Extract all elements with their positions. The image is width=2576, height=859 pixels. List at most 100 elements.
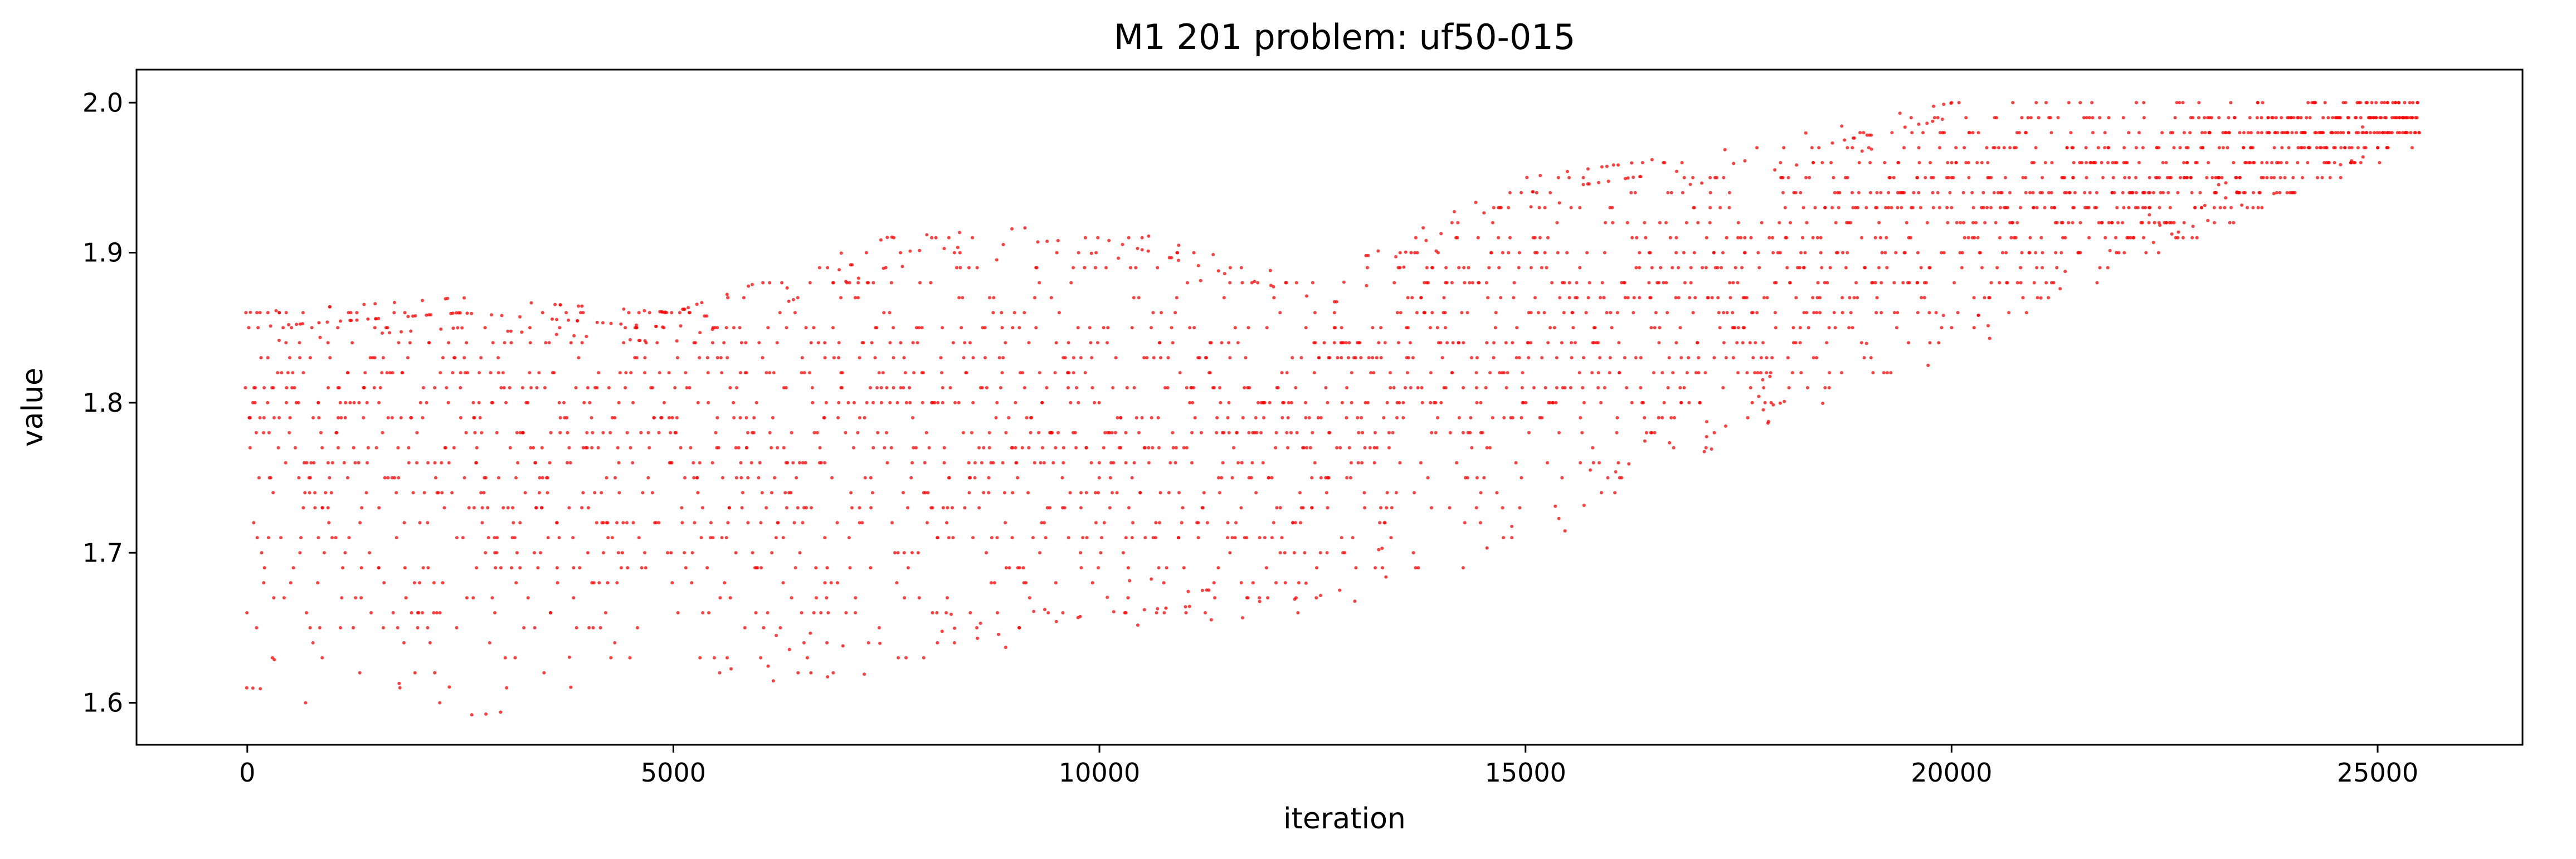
data-point [338,401,342,404]
data-point [515,551,519,555]
data-point [646,476,650,480]
data-point [784,386,788,389]
data-point [1815,296,1819,300]
data-point [947,236,951,240]
data-point [963,341,967,345]
data-point [1520,476,1523,480]
data-point [1517,356,1521,360]
data-point [2233,116,2236,120]
data-point [1950,206,1954,209]
data-point [526,401,530,404]
data-point [569,685,573,689]
data-point [1392,281,1396,285]
data-point [698,331,702,335]
data-point [2173,116,2177,120]
data-point [2052,206,2056,209]
data-point [422,491,426,495]
data-point [1785,266,1789,270]
data-point [509,329,513,333]
data-point [491,401,494,404]
data-point [1778,251,1782,255]
data-point [1608,356,1612,360]
data-point [2325,146,2329,150]
data-point [1177,491,1181,495]
data-point [1019,371,1022,375]
data-point [1491,416,1494,419]
data-point [1664,221,1668,224]
data-point [692,476,696,480]
data-point [1116,416,1119,419]
data-point [852,401,856,404]
data-point [759,566,763,570]
data-point [506,329,510,333]
data-point [1658,326,1662,330]
data-point [499,386,503,389]
data-point [684,566,688,570]
data-point [1406,326,1410,330]
data-point [1917,161,1921,164]
data-point [307,476,311,480]
data-point [2354,131,2358,135]
data-point [1667,356,1671,360]
data-point [1455,461,1458,465]
data-point [1886,371,1889,375]
data-point [895,581,899,585]
data-point [1251,581,1255,585]
data-point [590,416,593,419]
data-point [1745,371,1749,375]
data-point [528,341,532,345]
data-point [832,356,836,360]
data-point [2139,221,2143,224]
data-point [1810,146,1814,150]
data-point [341,566,344,570]
data-point [1696,221,1700,224]
data-point [1818,311,1822,315]
data-point [2166,191,2170,194]
data-point [1414,236,1418,240]
data-point [1207,371,1211,375]
data-point [320,656,324,660]
data-point [1094,521,1098,525]
data-point [1108,506,1112,510]
data-point [2361,131,2365,135]
data-point [586,386,590,389]
data-point [2028,236,2032,240]
data-point [2114,161,2117,164]
data-point [2032,161,2036,164]
data-point [885,386,889,389]
data-point [1701,266,1705,270]
data-point [533,626,537,629]
data-point [2085,161,2088,164]
data-point [1022,311,1026,315]
data-point [556,581,559,585]
data-point [593,491,597,495]
data-point [1819,236,1823,240]
data-point [1072,356,1075,360]
data-point [1919,266,1923,270]
data-point [1301,446,1304,450]
data-point [2096,146,2100,150]
data-point [334,431,338,435]
data-point [2002,146,2006,150]
data-point [418,401,422,404]
data-point [958,266,962,270]
data-point [254,431,258,435]
data-point [860,521,864,525]
data-point [1145,356,1149,360]
data-point [2121,191,2125,194]
data-point [2144,251,2148,255]
data-point [2257,191,2261,194]
data-point [2190,236,2194,240]
data-point [1682,251,1686,255]
data-point [1825,341,1829,345]
data-point [609,656,613,660]
data-point [2376,146,2380,150]
data-point [558,303,562,307]
data-point [698,461,702,465]
data-point [968,611,972,614]
data-point [1010,536,1014,540]
data-point [2017,131,2021,135]
data-point [2413,131,2417,135]
data-point [574,386,578,389]
data-point [597,371,601,375]
